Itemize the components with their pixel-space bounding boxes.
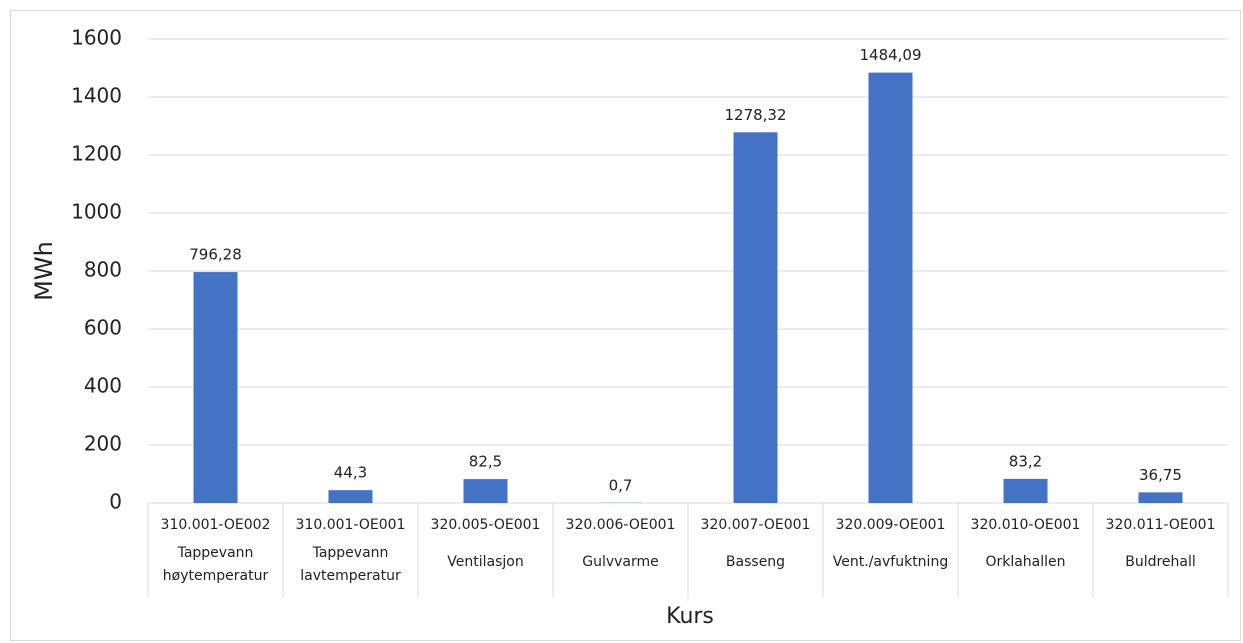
y-tick-label: 400 <box>84 374 122 398</box>
data-label: 82,5 <box>469 453 502 471</box>
y-tick-label: 600 <box>84 316 122 340</box>
data-label: 1484,09 <box>859 46 921 64</box>
y-tick-label: 200 <box>84 432 122 456</box>
data-label: 44,3 <box>334 464 367 482</box>
bar <box>1003 478 1048 503</box>
y-tick-label: 1400 <box>71 84 122 108</box>
bar <box>328 490 373 503</box>
y-tick-label: 800 <box>84 258 122 282</box>
y-tick-label: 1600 <box>71 26 122 50</box>
x-tick-label: 320.009-OE001 <box>836 517 946 533</box>
x-tick-label: 310.001-OE002 <box>161 517 271 533</box>
x-tick-sublabel: Orklahallen <box>985 554 1065 570</box>
x-tick-label: 320.010-OE001 <box>971 517 1081 533</box>
x-tick-sublabel: Buldrehall <box>1125 554 1196 570</box>
x-tick-sublabel: Tappevann høytemperatur <box>163 545 269 584</box>
bar <box>1138 492 1183 503</box>
y-tick-label: 0 <box>109 490 122 514</box>
x-tick-sublabel: Vent./avfuktning <box>833 554 948 570</box>
x-tick-sublabel: Basseng <box>726 554 785 570</box>
bar <box>733 132 778 503</box>
y-axis-title: MWh <box>30 241 58 301</box>
y-tick-label: 1200 <box>71 142 122 166</box>
x-tick-label: 320.011-OE001 <box>1106 517 1216 533</box>
x-tick-label: 310.001-OE001 <box>296 517 406 533</box>
bar <box>193 272 238 503</box>
data-label: 83,2 <box>1009 452 1042 470</box>
data-label: 796,28 <box>189 246 242 264</box>
bar <box>868 72 913 504</box>
x-tick-sublabel: Ventilasjon <box>447 554 523 570</box>
bar <box>463 479 508 503</box>
data-label: 36,75 <box>1139 466 1182 484</box>
x-tick-sublabel: Tappevann lavtemperatur <box>300 545 401 584</box>
x-tick-label: 320.005-OE001 <box>431 517 541 533</box>
data-label: 0,7 <box>609 476 633 494</box>
x-tick-label: 320.006-OE001 <box>566 517 676 533</box>
x-axis-title: Kurs <box>666 604 714 629</box>
data-label: 1278,32 <box>724 106 786 124</box>
chart-border <box>10 10 1241 641</box>
y-tick-label: 1000 <box>71 200 122 224</box>
x-tick-label: 320.007-OE001 <box>701 517 811 533</box>
x-tick-sublabel: Gulvvarme <box>582 554 659 570</box>
